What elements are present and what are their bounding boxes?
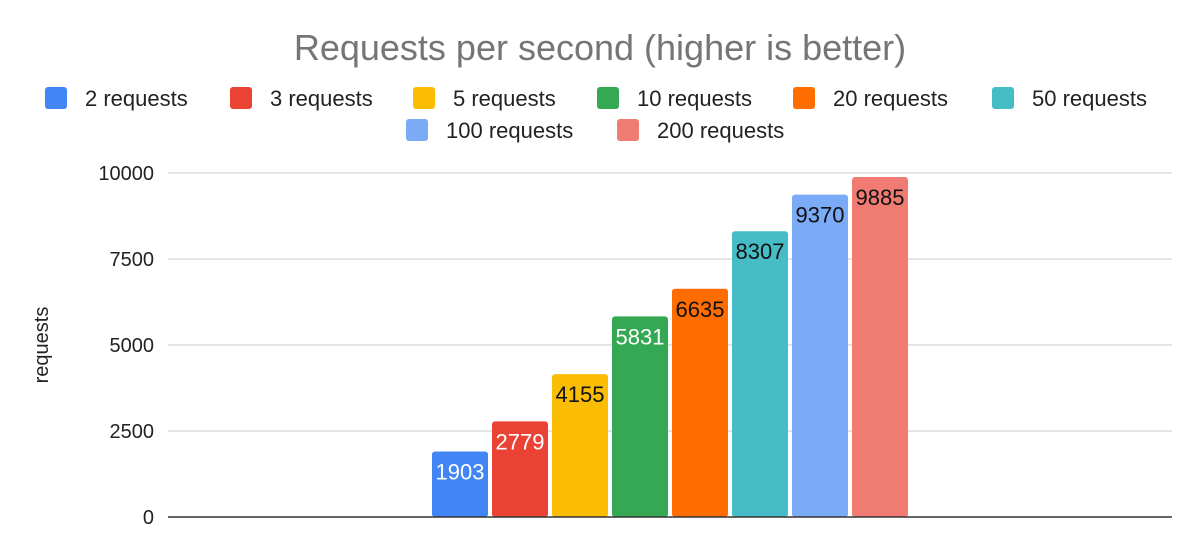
y-tick-label: 2500 [110, 421, 155, 443]
y-tick-label: 0 [143, 507, 154, 529]
bar-value-label: 1903 [436, 460, 485, 485]
y-tick-label: 10000 [98, 163, 154, 185]
legend-label: 2 requests [85, 86, 188, 111]
bar-value-label: 4155 [556, 382, 605, 407]
bar-value-label: 9370 [796, 203, 845, 228]
legend-label: 200 requests [657, 118, 784, 143]
bar [612, 316, 668, 517]
bar [672, 288, 728, 517]
legend-swatch [406, 119, 428, 141]
legend-swatch [617, 119, 639, 141]
y-axis-label: requests [31, 307, 53, 384]
legend-label: 5 requests [453, 86, 556, 111]
legend-label: 100 requests [446, 118, 573, 143]
bars [432, 176, 908, 517]
bar [432, 451, 488, 517]
bar-value-label: 6635 [676, 297, 725, 322]
bar [732, 231, 788, 517]
bar-value-label: 5831 [616, 324, 665, 349]
chart-title: Requests per second (higher is better) [294, 27, 906, 68]
y-axis-ticks: 0 2500 5000 7500 10000 [98, 163, 154, 529]
bar-value-label: 9885 [856, 185, 905, 210]
bar-labels: 1903 2779 4155 5831 6635 8307 9370 9885 [436, 185, 905, 485]
bar [792, 194, 848, 517]
bar-value-label: 2779 [496, 429, 545, 454]
legend-swatch [992, 87, 1014, 109]
gridlines [168, 172, 1172, 432]
y-tick-label: 7500 [110, 249, 155, 271]
legend-swatch [413, 87, 435, 109]
legend-swatch [45, 87, 67, 109]
legend: 2 requests 3 requests 5 requests 10 request… [45, 86, 1147, 143]
bar [552, 374, 608, 517]
legend-label: 10 requests [637, 86, 752, 111]
bar-value-label: 8307 [736, 239, 785, 264]
legend-swatch [597, 87, 619, 109]
bar [492, 421, 548, 517]
y-tick-label: 5000 [110, 335, 155, 357]
legend-label: 50 requests [1032, 86, 1147, 111]
legend-swatch [230, 87, 252, 109]
legend-label: 3 requests [270, 86, 373, 111]
legend-swatch [793, 87, 815, 109]
legend-label: 20 requests [833, 86, 948, 111]
bar [852, 176, 908, 517]
